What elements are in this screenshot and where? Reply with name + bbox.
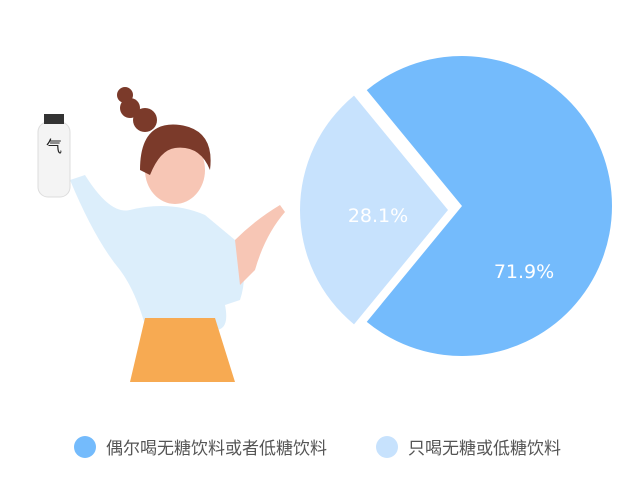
pie-slice-only xyxy=(300,95,448,325)
pie-label-only: 28.1% xyxy=(348,205,408,227)
legend-label: 只喝无糖或低糖饮料 xyxy=(408,439,561,459)
illustration-girl: 气 xyxy=(37,87,285,382)
pie-chart: 28.1% 71.9% xyxy=(300,56,613,357)
legend-label: 偶尔喝无糖饮料或者低糖饮料 xyxy=(106,439,327,459)
pie-slice-occasional xyxy=(366,56,613,357)
legend-item-only: 只喝无糖或低糖饮料 xyxy=(376,434,561,459)
legend-swatch xyxy=(376,435,398,458)
bottle-label: 气 xyxy=(46,137,62,156)
legend-item-occasional: 偶尔喝无糖饮料或者低糖饮料 xyxy=(74,434,327,459)
pie-label-occasional: 71.9% xyxy=(494,261,554,283)
legend-swatch xyxy=(74,435,96,458)
